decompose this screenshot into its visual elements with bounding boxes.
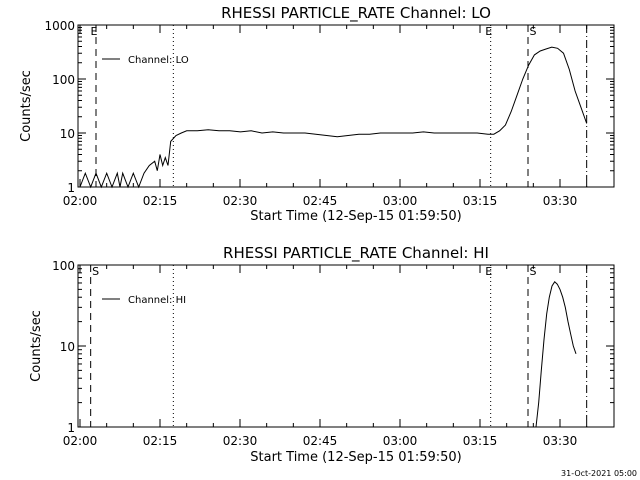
y-tick-label: 1 [67, 181, 75, 195]
chart-title: RHESSI PARTICLE_RATE Channel: HI [223, 244, 489, 263]
panel-lo: RHESSI PARTICLE_RATE Channel: LO 1 10 100 10… [19, 4, 615, 224]
series-line [79, 46, 588, 189]
event-marker-label: E [485, 25, 492, 38]
plot-frame [77, 24, 615, 188]
x-axis-label: Start Time (12-Sep-15 01:59:50) [250, 450, 461, 465]
x-tick-label: 03:15 [463, 194, 498, 208]
event-marker-label: S [530, 25, 537, 38]
x-tick-label: 02:45 [303, 194, 338, 208]
x-tick-label: 02:15 [143, 434, 178, 448]
panel-hi: RHESSI PARTICLE_RATE Channel: HI 1 10 100 02… [29, 244, 615, 465]
plot-frame [77, 264, 615, 428]
y-axis-label: Counts/sec [19, 70, 34, 142]
x-tick-label: 03:15 [463, 434, 498, 448]
footer-timestamp: 31-Oct-2021 05:00 [561, 469, 637, 478]
y-tick-label: 10 [60, 340, 75, 354]
chart-title: RHESSI PARTICLE_RATE Channel: LO [221, 4, 491, 23]
y-tick-label: 100 [52, 73, 75, 87]
x-tick-label: 03:00 [383, 434, 418, 448]
x-tick-label: 03:30 [543, 434, 578, 448]
event-marker-label: S [530, 265, 537, 278]
x-tick-label: 03:00 [383, 194, 418, 208]
x-tick-label: 03:30 [543, 194, 578, 208]
y-tick-label: 1000 [44, 19, 75, 33]
event-marker-label: E [91, 25, 98, 38]
legend-label: Channel: LO [128, 55, 189, 66]
event-marker-label: E [485, 265, 492, 278]
x-tick-label: 02:00 [63, 194, 98, 208]
y-tick-label: 1 [67, 421, 75, 435]
y-axis-label: Counts/sec [29, 310, 44, 382]
x-tick-label: 02:00 [63, 434, 98, 448]
x-axis-label: Start Time (12-Sep-15 01:59:50) [250, 209, 461, 224]
x-tick-label: 02:30 [223, 194, 258, 208]
series-line [535, 281, 577, 428]
legend-label: Channel: HI [128, 295, 186, 306]
event-marker-label: S [92, 265, 99, 278]
y-tick-label: 10 [60, 127, 75, 141]
x-tick-label: 02:45 [303, 434, 338, 448]
x-tick-label: 02:15 [143, 194, 178, 208]
x-tick-label: 02:30 [223, 434, 258, 448]
y-tick-label: 100 [52, 259, 75, 273]
